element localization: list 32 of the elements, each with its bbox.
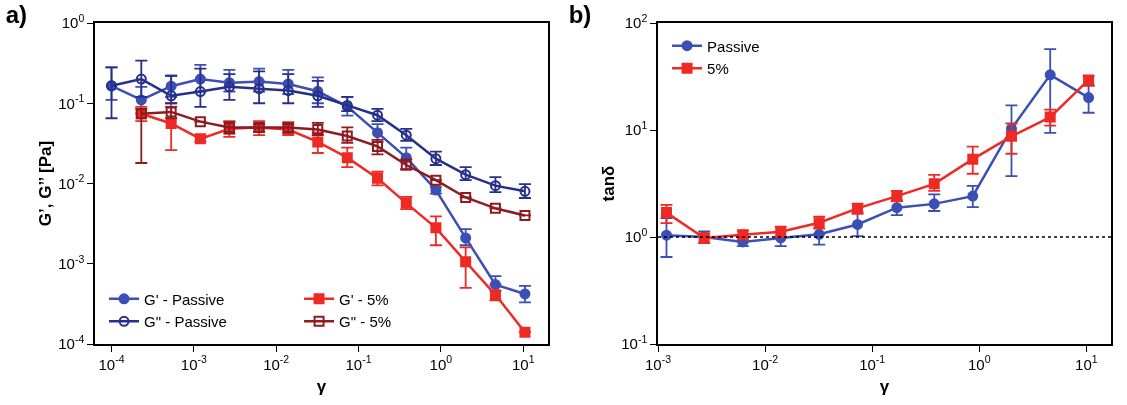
x-tick-label: 10$^{1}$ [511,353,535,373]
x-tick-label: 10$^{1}$ [1075,353,1098,373]
y-tick-label: 10$^{-4}$ [58,332,85,353]
x-tick-label: 10$^{-2}$ [752,353,779,373]
x-tick-label: 10$^{-1}$ [859,353,886,373]
legend-label: G" - 5% [339,313,392,331]
y-tick-label: 10$^{-2}$ [58,172,85,192]
legend-label: G' - 5% [339,290,389,308]
y-tick-label: 10$^{1}$ [624,118,648,139]
x-tick-label: 10$^{0}$ [967,353,991,373]
x-tick-label: 10$^{-3}$ [180,353,208,373]
chart-title: b) [568,0,592,28]
legend-label: Passive [707,37,760,55]
y-tick-label: 10$^{-1}$ [58,92,85,112]
x-tick-label: 10$^{-3}$ [644,353,672,373]
x-tick-label: 10$^{-4}$ [98,353,125,373]
legend-label: G" - Passive [144,313,227,331]
x-tick-label: 10$^{-1}$ [345,353,372,373]
y-tick-label: 10$^{-3}$ [58,252,85,272]
x-tick-label: 10$^{-2}$ [263,353,290,373]
legend-label: 5% [707,60,729,78]
y-tick-label: 10$^{2}$ [624,11,648,32]
y-tick-label: 10$^{0}$ [624,225,648,246]
y-tick-label: 10$^{0}$ [61,11,85,32]
x-axis-title: γ [316,376,327,396]
chart-title: a) [5,0,27,28]
y-axis-title: tanδ [598,165,618,202]
legend-label: G' - Passive [144,290,225,308]
x-axis-title: γ [879,376,890,396]
y-tick-label: 10$^{-1}$ [621,332,648,353]
y-axis-title: G’, G’’ [Pa] [35,140,55,227]
x-tick-label: 10$^{0}$ [429,353,453,373]
